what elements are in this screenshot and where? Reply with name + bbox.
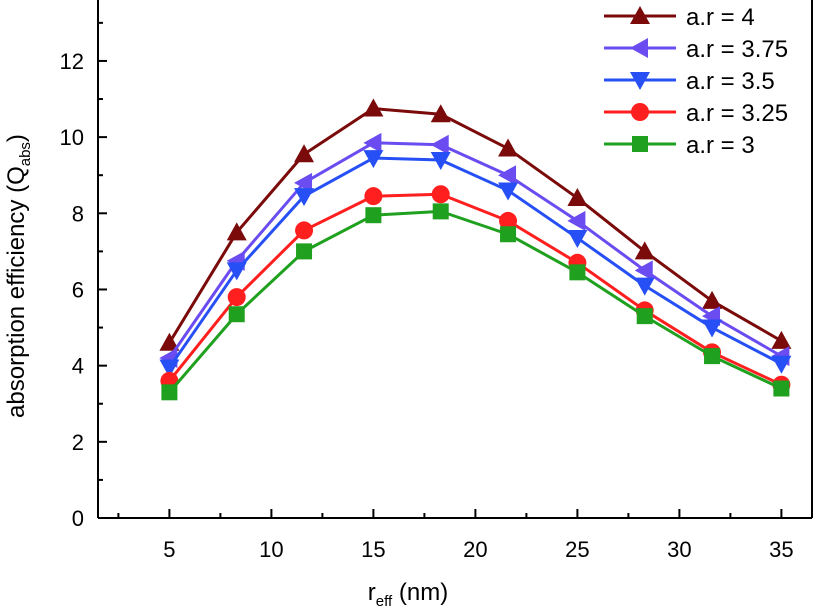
data-point <box>567 188 588 207</box>
data-point <box>771 330 792 349</box>
data-point <box>771 355 792 374</box>
x-tick-label: 10 <box>259 537 283 562</box>
series-line <box>168 107 783 344</box>
data-point <box>430 104 451 123</box>
data-point <box>431 185 450 204</box>
legend-item-4: a.r = 3 <box>604 132 755 159</box>
data-point <box>294 144 315 163</box>
legend-marker <box>630 6 650 24</box>
data-point <box>227 288 246 307</box>
legend-item-2: a.r = 3.5 <box>604 68 775 95</box>
data-point <box>294 172 313 193</box>
series-4 <box>161 203 790 401</box>
data-point <box>363 132 382 153</box>
data-point <box>364 187 383 206</box>
data-point <box>295 221 314 240</box>
data-point <box>430 151 451 170</box>
legend-label: a.r = 3 <box>686 132 755 159</box>
series-0 <box>159 98 792 351</box>
y-axis-title: absorption efficiency (Qabs) <box>3 134 34 418</box>
legend-item-1: a.r = 3.75 <box>604 36 788 63</box>
data-point <box>636 308 653 325</box>
x-tick-label: 15 <box>361 537 385 562</box>
x-tick-label: 30 <box>667 537 691 562</box>
data-point <box>296 243 313 260</box>
y-tick-label: 8 <box>72 201 84 226</box>
data-point <box>634 260 653 281</box>
data-point <box>498 182 519 201</box>
data-point <box>432 203 449 220</box>
data-point <box>226 262 247 281</box>
data-point <box>704 348 721 365</box>
data-point <box>294 188 315 207</box>
y-tick-label: 12 <box>60 49 84 74</box>
series-2 <box>159 150 792 378</box>
data-point <box>634 241 655 260</box>
legend-item-0: a.r = 4 <box>604 4 755 31</box>
data-point <box>567 230 588 249</box>
data-point <box>430 134 449 155</box>
x-tick-label: 5 <box>163 537 175 562</box>
x-tick-label: 20 <box>463 537 487 562</box>
data-point <box>498 165 517 186</box>
legend-marker <box>630 38 648 58</box>
legend-marker <box>632 136 648 152</box>
x-tick-label: 25 <box>565 537 589 562</box>
y-tick-label: 10 <box>60 125 84 150</box>
legend: a.r = 4 a.r = 3.75 a.r = 3.5 a.r = 3.25 a.r … <box>604 4 788 159</box>
y-tick-label: 4 <box>72 354 84 379</box>
series-line <box>168 209 783 394</box>
data-point <box>161 384 178 401</box>
series-line <box>168 156 783 369</box>
x-axis-title: reff (nm) <box>368 579 448 610</box>
legend-label: a.r = 3.75 <box>686 36 788 63</box>
legend-label: a.r = 3.5 <box>686 68 775 95</box>
plot-area <box>159 98 792 401</box>
data-point <box>499 211 518 230</box>
data-point <box>226 222 247 241</box>
legend-item-3: a.r = 3.25 <box>604 100 788 127</box>
data-point <box>363 98 384 117</box>
axes: 0 2 4 6 8 10 12 5 10 15 20 25 30 35 <box>60 0 813 562</box>
legend-marker <box>630 72 650 90</box>
data-point <box>569 264 586 281</box>
data-point <box>159 359 180 378</box>
data-point <box>567 210 586 231</box>
data-point <box>773 380 790 397</box>
y-tick-label: 6 <box>72 277 84 302</box>
legend-label: a.r = 3.25 <box>686 100 788 127</box>
data-point <box>498 138 519 157</box>
legend-marker <box>631 103 649 121</box>
y-tick-label: 2 <box>72 430 84 455</box>
series-line <box>168 141 783 359</box>
data-point <box>634 277 655 296</box>
data-point <box>702 290 723 309</box>
data-point <box>702 319 723 338</box>
y-tick-label: 0 <box>72 506 84 531</box>
data-point <box>365 207 382 224</box>
x-tick-label: 35 <box>769 537 793 562</box>
series-line <box>168 192 783 387</box>
data-point <box>363 150 384 169</box>
legend-label: a.r = 4 <box>686 4 755 31</box>
data-point <box>159 332 180 351</box>
data-point <box>228 306 245 323</box>
data-point <box>500 226 517 243</box>
